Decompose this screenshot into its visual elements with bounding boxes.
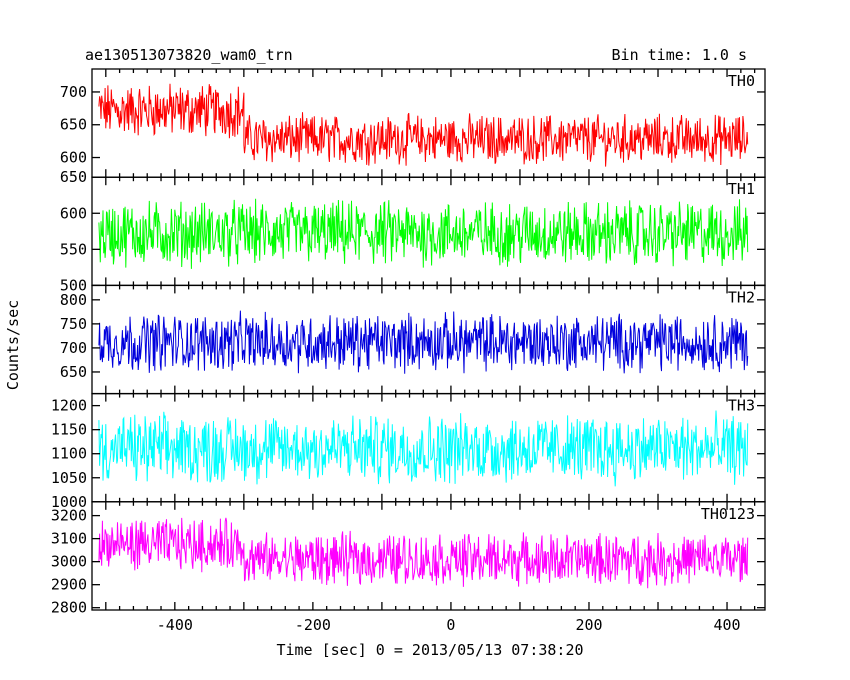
y-axis-label: Counts/sec [4, 300, 22, 390]
x-tick-label: 400 [713, 616, 740, 634]
panel-name-label: TH1 [728, 180, 755, 198]
y-tick-label: 800 [60, 291, 87, 309]
y-tick-label: 750 [60, 315, 87, 333]
x-tick-label: -200 [295, 616, 331, 634]
y-tick-label: 2900 [51, 576, 87, 594]
series-line-th0 [98, 83, 749, 167]
y-tick-label: 650 [60, 168, 87, 186]
y-tick-label: 1050 [51, 469, 87, 487]
panel-th0: 600 650 700 TH0 [60, 68, 766, 178]
panel-th0123: 2800 2900 3000 3100 3200 TH0123 [51, 501, 766, 617]
y-tick-label: 700 [60, 339, 87, 357]
y-tick-label: 1200 [51, 397, 87, 415]
chart-title: ae130513073820_wam0_trn [85, 46, 293, 64]
panel-name-label: TH2 [728, 288, 755, 306]
panel-th2: 650 700 750 800 TH2 [60, 284, 766, 395]
y-tick-label: 3100 [51, 530, 87, 548]
x-axis-label: Time [sec] 0 = 2013/05/13 07:38:20 [276, 641, 583, 659]
panel-name-label: TH0 [728, 72, 755, 90]
x-tick-label: 0 [446, 616, 455, 634]
y-tick-label: 600 [60, 149, 87, 167]
x-tick-label: -400 [157, 616, 193, 634]
panel-name-label: TH3 [728, 397, 755, 415]
series-line-th0123 [98, 517, 749, 589]
y-tick-label: 1100 [51, 445, 87, 463]
y-tick-label: 1150 [51, 421, 87, 439]
series-line-th3 [98, 410, 749, 487]
x-tick-label: 200 [575, 616, 602, 634]
y-tick-label: 650 [60, 363, 87, 381]
y-tick-label: 1000 [51, 493, 87, 511]
y-tick-label: 3200 [51, 507, 87, 525]
bin-time-label: Bin time: 1.0 s [612, 46, 747, 64]
y-tick-label: 600 [60, 204, 87, 222]
series-line-th2 [98, 310, 749, 374]
y-tick-label: 500 [60, 276, 87, 294]
panel-th1: 500 550 600 650 TH1 [60, 168, 766, 294]
y-tick-label: 650 [60, 116, 87, 134]
panel-frame [91, 176, 766, 287]
series-line-th1 [98, 198, 749, 269]
y-tick-label: 700 [60, 83, 87, 101]
y-tick-label: 2800 [51, 599, 87, 617]
panel-frame [91, 501, 766, 611]
panel-name-label: TH0123 [701, 505, 755, 523]
y-tick-label: 550 [60, 240, 87, 258]
y-tick-label: 3000 [51, 553, 87, 571]
panel-th3: 1000 1050 1100 1150 1200 TH3 [51, 392, 766, 511]
